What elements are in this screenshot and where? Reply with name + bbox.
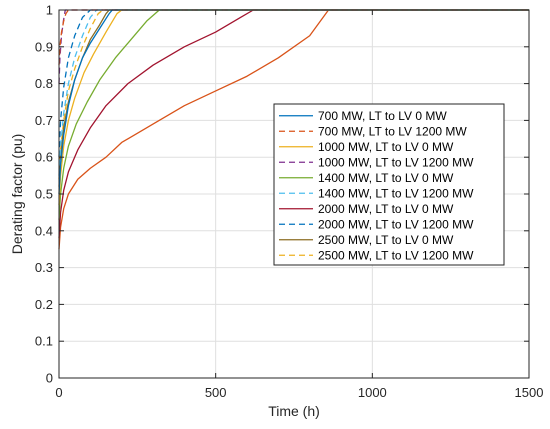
y-tick-label: 0 <box>46 371 53 386</box>
y-tick-label: 0.7 <box>35 113 53 128</box>
legend-entry: 1000 MW, LT to LV 0 MW <box>318 140 454 154</box>
legend-entry: 1400 MW, LT to LV 0 MW <box>318 171 454 185</box>
x-tick-label: 0 <box>55 385 62 400</box>
series-line-6 <box>58 9 529 176</box>
y-tick-label: 0.3 <box>35 260 53 275</box>
y-tick-label: 0.4 <box>35 223 53 238</box>
series-line-2 <box>58 9 529 66</box>
legend-entry: 1400 MW, LT to LV 1200 MW <box>318 186 474 200</box>
y-tick-label: 0.9 <box>35 39 53 54</box>
x-tick-label: 500 <box>205 385 227 400</box>
legend-entry: 2000 MW, LT to LV 0 MW <box>318 202 454 216</box>
plot-lines <box>58 9 529 250</box>
legend-entry: 2500 MW, LT to LV 0 MW <box>318 233 454 247</box>
series-line-5 <box>58 9 529 220</box>
x-axis-label: Time (h) <box>268 403 320 419</box>
legend-entry: 2500 MW, LT to LV 1200 MW <box>318 248 474 262</box>
y-tick-label: 0.1 <box>35 334 53 349</box>
y-tick-label: 1 <box>46 3 53 18</box>
legend-entry: 700 MW, LT to LV 0 MW <box>318 109 447 123</box>
y-tick-label: 0.8 <box>35 76 53 91</box>
ticks: 0 500 1000 1500 0 0.1 0.2 0.3 0.4 0.5 0.6 0.7 0.8 0.9… <box>35 3 544 401</box>
series-line-7 <box>58 9 529 239</box>
y-tick-label: 0.5 <box>35 187 53 202</box>
legend-entry: 700 MW, LT to LV 1200 MW <box>318 124 467 138</box>
legend-entry: 1000 MW, LT to LV 1200 MW <box>318 155 474 169</box>
series-line-11 <box>58 9 529 250</box>
y-axis-label: Derating factor (pu) <box>9 134 25 255</box>
series-line-3 <box>58 9 529 206</box>
x-tick-label: 1500 <box>515 385 544 400</box>
series-line-8 <box>58 9 529 158</box>
y-tick-label: 0.2 <box>35 297 53 312</box>
x-tick-label: 1000 <box>358 385 387 400</box>
legend-entry: 2000 MW, LT to LV 1200 MW <box>318 217 474 231</box>
y-tick-label: 0.6 <box>35 150 53 165</box>
series-line-1 <box>58 9 529 195</box>
